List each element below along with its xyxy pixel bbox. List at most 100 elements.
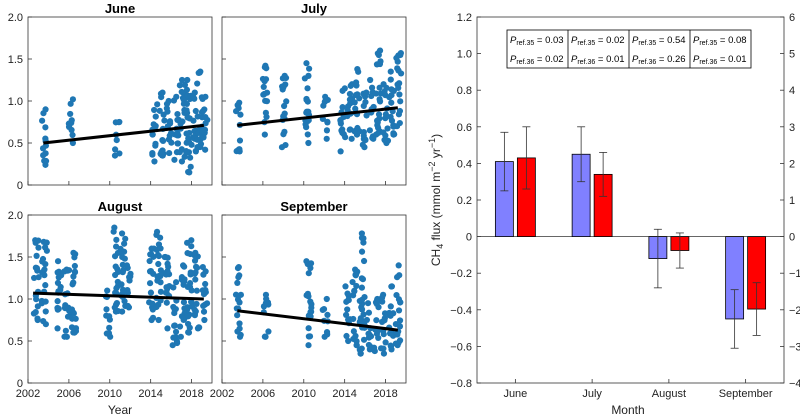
data-point [194, 136, 201, 143]
data-point [68, 324, 76, 331]
data-point [201, 316, 208, 324]
data-point [395, 307, 403, 314]
data-point [150, 121, 157, 128]
data-point [173, 339, 181, 347]
data-point [308, 301, 315, 308]
data-point [185, 135, 192, 142]
data-point [168, 139, 175, 146]
data-point [391, 131, 398, 138]
p-value: Pref.36 = 0.01 [693, 54, 747, 66]
data-point [352, 91, 359, 99]
data-point [159, 89, 166, 96]
data-point [373, 317, 380, 324]
data-point [320, 306, 328, 313]
data-point [35, 244, 42, 251]
data-point [193, 287, 200, 294]
data-point [344, 306, 351, 313]
data-point [106, 313, 113, 320]
data-point [395, 84, 402, 91]
data-point [199, 263, 206, 271]
data-point [34, 315, 41, 322]
data-point [147, 289, 155, 296]
data-point [42, 298, 49, 305]
data-point [365, 309, 373, 316]
data-point [166, 132, 173, 139]
data-point [164, 268, 171, 275]
data-point [41, 157, 48, 164]
trend-line [237, 106, 398, 127]
data-point [262, 291, 270, 298]
data-point [124, 286, 131, 294]
bar-chart-ch4-flux: −0.8 −0.6 −0.4 −0.2 0 0.2 0.4 0.6 0.8 1.0 1.2 −4 −3 −… [427, 12, 800, 400]
data-point [357, 350, 364, 357]
data-point [115, 268, 122, 276]
p-value: Pref.36 = 0.02 [510, 54, 564, 66]
data-point [199, 108, 207, 115]
data-point [324, 118, 331, 125]
data-point [116, 118, 123, 126]
right-y-tick-label: 2 [789, 158, 795, 170]
data-point [164, 260, 171, 267]
p-value-number: = 0.03 [534, 35, 563, 46]
data-point [346, 90, 354, 98]
data-point [70, 329, 77, 336]
p-symbol: P [693, 54, 700, 65]
data-point [63, 266, 70, 273]
data-point [360, 336, 368, 343]
data-point [358, 230, 365, 237]
panel-title: July [301, 1, 328, 16]
p-symbol: P [510, 54, 517, 65]
data-point [381, 317, 388, 324]
data-point [262, 62, 269, 69]
data-point [263, 89, 271, 96]
data-point [146, 280, 154, 287]
data-point [395, 296, 403, 303]
data-point [171, 309, 178, 317]
left-y-tick-label: −0.6 [450, 341, 472, 353]
y-tick-label: 0 [17, 378, 23, 390]
data-point [191, 310, 198, 318]
data-point [54, 325, 61, 332]
data-point [173, 93, 180, 100]
data-point [348, 135, 355, 142]
data-point [124, 302, 132, 310]
data-point [363, 112, 370, 119]
data-point [373, 90, 380, 97]
data-point [323, 127, 331, 134]
y-tick-label: 2.0 [8, 210, 23, 222]
data-point [283, 98, 290, 105]
data-point [236, 99, 243, 106]
data-point [176, 323, 184, 330]
data-point [305, 342, 312, 349]
x-tick-label: 2014 [138, 388, 162, 400]
data-point [42, 308, 49, 315]
ylabel-text: CH [429, 249, 443, 266]
p-subscript: ref.35 [516, 40, 534, 47]
data-point [387, 68, 394, 75]
data-point [118, 281, 125, 288]
data-point [39, 258, 46, 265]
category-label: September [719, 388, 773, 400]
data-point [342, 283, 349, 290]
data-point [41, 266, 48, 273]
right-y-tick-label: −2 [789, 305, 800, 317]
data-point [42, 244, 49, 251]
data-point [202, 146, 209, 153]
data-point [382, 111, 390, 118]
y-tick-label: 2.0 [8, 12, 23, 24]
right-y-tick-label: −1 [789, 268, 800, 280]
data-point [306, 333, 314, 340]
data-point [282, 141, 289, 149]
data-point [117, 245, 124, 252]
data-point [177, 333, 184, 340]
data-point [149, 150, 156, 157]
data-point [121, 240, 128, 247]
right-y-tick-label: 6 [789, 12, 795, 24]
data-point [32, 264, 39, 271]
data-point [180, 262, 187, 269]
data-point [183, 86, 191, 93]
data-point [354, 65, 361, 73]
data-point [352, 266, 359, 273]
data-point [281, 128, 288, 135]
data-point [236, 146, 243, 153]
